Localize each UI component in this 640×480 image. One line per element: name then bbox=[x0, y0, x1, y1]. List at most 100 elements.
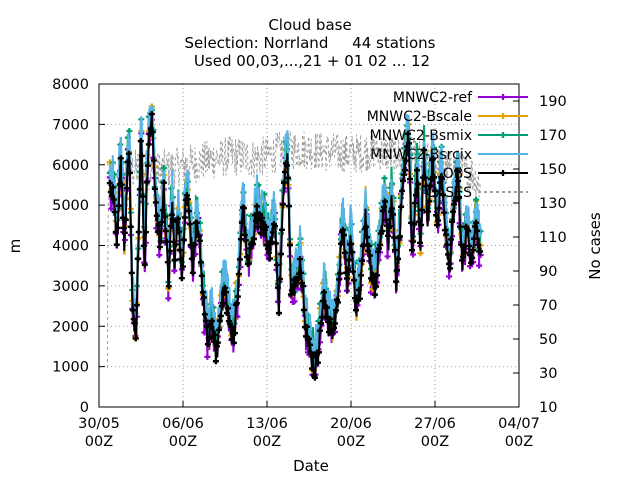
series-point-obs bbox=[262, 223, 269, 230]
series-point-obs bbox=[477, 248, 484, 255]
series-point-obs bbox=[224, 305, 231, 312]
series-point-obs bbox=[135, 229, 142, 236]
series-point-obs bbox=[153, 212, 160, 219]
series-point-obs bbox=[317, 320, 324, 327]
legend-label: MNWC2-Bsmix bbox=[370, 128, 472, 144]
series-point-obs bbox=[471, 235, 478, 242]
series-point-obs bbox=[374, 272, 381, 279]
series-point-obs bbox=[361, 241, 368, 248]
series-point-obs bbox=[407, 176, 414, 183]
series-point-obs bbox=[166, 247, 173, 254]
series-point-2 bbox=[473, 196, 480, 203]
series-point-obs bbox=[475, 241, 482, 248]
series-point-obs bbox=[432, 187, 439, 194]
series-point-obs bbox=[358, 272, 365, 279]
series-point-obs bbox=[167, 223, 174, 230]
series-point-obs bbox=[473, 219, 480, 226]
series-point-obs bbox=[470, 247, 477, 254]
series-point-obs bbox=[454, 167, 461, 174]
series-point-obs bbox=[394, 267, 401, 274]
series-point-obs bbox=[237, 236, 244, 243]
series-point-obs bbox=[466, 242, 473, 249]
series-point-obs bbox=[156, 243, 163, 250]
x-tick-label-hour: 00Z bbox=[169, 434, 197, 450]
series-point-obs bbox=[265, 249, 272, 256]
legend-marker bbox=[500, 94, 506, 100]
obs-series bbox=[106, 111, 484, 381]
y-tick-label: 5000 bbox=[52, 198, 89, 214]
series-point-obs bbox=[150, 157, 157, 164]
series-point-obs bbox=[337, 240, 344, 247]
series-point-obs bbox=[148, 111, 155, 118]
series-point-obs bbox=[357, 295, 363, 302]
series-point-obs bbox=[455, 178, 462, 185]
series-point-obs bbox=[114, 224, 121, 231]
series-point-obs bbox=[468, 259, 475, 266]
series-point-obs bbox=[322, 314, 329, 321]
series-point-obs bbox=[131, 320, 138, 327]
series-point-obs bbox=[447, 265, 454, 272]
series-point-obs bbox=[164, 259, 171, 266]
series-point-obs bbox=[444, 241, 451, 248]
y-tick-label: 6000 bbox=[52, 158, 89, 174]
series-point-obs bbox=[379, 228, 386, 235]
series-point-obs bbox=[198, 272, 205, 279]
series-point-obs bbox=[140, 242, 147, 249]
series-point-obs bbox=[286, 242, 293, 249]
series-point-obs bbox=[151, 185, 158, 192]
series-point-obs bbox=[169, 216, 176, 223]
series-point-0 bbox=[368, 289, 375, 296]
series-point-obs bbox=[271, 223, 278, 230]
series-point-obs bbox=[331, 320, 338, 327]
series-point-obs bbox=[436, 205, 443, 212]
series-point-obs bbox=[441, 209, 448, 216]
series-point-obs bbox=[163, 238, 170, 245]
series-point-obs bbox=[272, 240, 279, 247]
series-point-obs bbox=[253, 203, 260, 210]
series-point-obs bbox=[339, 226, 346, 233]
series-point-obs bbox=[227, 323, 234, 330]
series-point-obs bbox=[278, 226, 285, 233]
series-point-obs bbox=[230, 339, 237, 346]
x-tick-label-date: 20/06 bbox=[330, 416, 372, 432]
series-point-obs bbox=[277, 251, 284, 258]
series-point-obs bbox=[159, 207, 166, 214]
series-point-obs bbox=[389, 205, 396, 212]
series-point-obs bbox=[314, 359, 321, 366]
series-point-obs bbox=[154, 228, 161, 235]
y2-tick-label: 10 bbox=[539, 400, 557, 416]
series-point-obs bbox=[236, 256, 243, 263]
series-point-obs bbox=[113, 241, 120, 248]
series-point-obs bbox=[341, 249, 348, 256]
series-point-obs bbox=[137, 138, 144, 145]
series-point-obs bbox=[400, 177, 407, 184]
series-point-obs bbox=[385, 232, 392, 239]
series-point-obs bbox=[281, 169, 288, 176]
series-point-obs bbox=[273, 261, 280, 268]
series-point-obs bbox=[256, 211, 263, 218]
series-point-obs bbox=[364, 234, 371, 241]
series-point-obs bbox=[215, 326, 222, 333]
series-point-obs bbox=[348, 249, 355, 256]
series-point-obs bbox=[284, 174, 291, 181]
series-point-obs bbox=[161, 213, 168, 220]
series-point-obs bbox=[440, 191, 447, 198]
series-point-obs bbox=[300, 306, 307, 313]
series-point-0 bbox=[165, 295, 172, 302]
y2-tick-label: 50 bbox=[539, 332, 557, 348]
series-point-obs bbox=[320, 289, 327, 296]
series-point-obs bbox=[222, 289, 229, 296]
series-point-obs bbox=[274, 284, 281, 291]
series-point-obs bbox=[344, 266, 351, 273]
legend-label: CASES bbox=[426, 185, 472, 201]
series-point-obs bbox=[411, 221, 418, 228]
series-point-obs bbox=[176, 247, 183, 254]
series-point-obs bbox=[188, 255, 195, 262]
series-point-0 bbox=[291, 298, 298, 305]
series-point-obs bbox=[465, 227, 472, 234]
series-point-obs bbox=[233, 300, 240, 307]
series-point-obs bbox=[391, 234, 398, 241]
series-point-obs bbox=[387, 223, 394, 230]
title-line-2: Selection: Norrland 44 stations bbox=[185, 34, 436, 52]
y2-axis-ticks: 10 30 50 70 90 110 130 150 170 190 bbox=[513, 94, 567, 416]
